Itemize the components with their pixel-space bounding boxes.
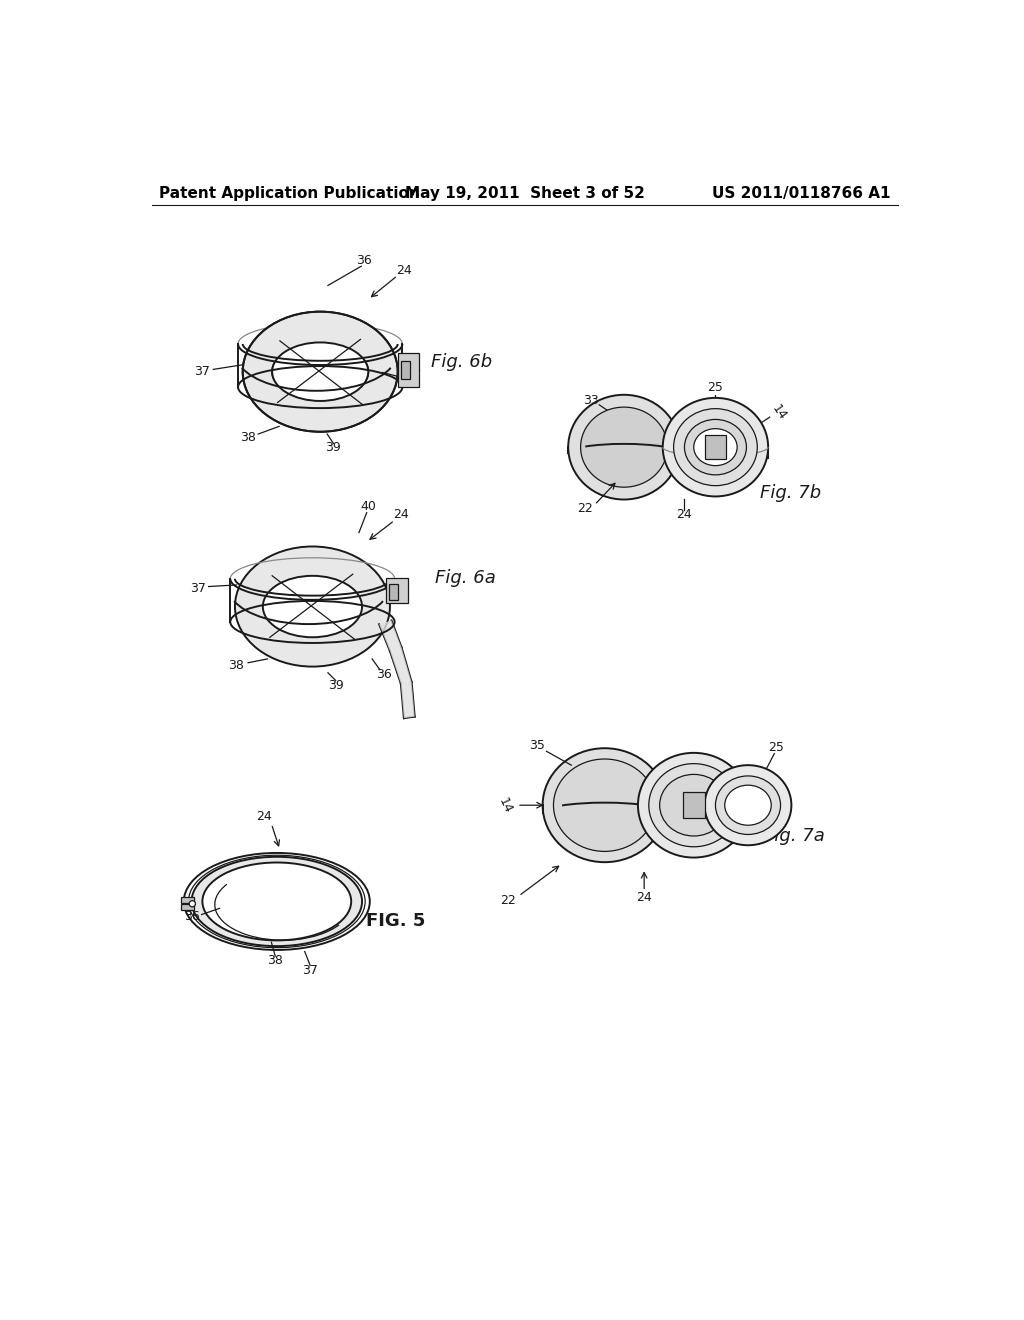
- Ellipse shape: [659, 775, 728, 836]
- Text: 36: 36: [183, 911, 200, 924]
- Ellipse shape: [663, 397, 768, 496]
- Text: 24: 24: [393, 508, 409, 520]
- Ellipse shape: [543, 748, 667, 862]
- Text: 36: 36: [376, 668, 391, 681]
- Text: 39: 39: [326, 441, 341, 454]
- Ellipse shape: [693, 429, 737, 466]
- Ellipse shape: [234, 546, 390, 667]
- Text: 35: 35: [529, 739, 545, 752]
- Polygon shape: [379, 620, 415, 718]
- Ellipse shape: [674, 409, 758, 486]
- Text: Fig. 7a: Fig. 7a: [764, 828, 825, 845]
- Text: 14: 14: [769, 403, 788, 422]
- Bar: [389, 585, 398, 599]
- Bar: [706, 434, 726, 459]
- Ellipse shape: [568, 395, 680, 499]
- Text: 33: 33: [584, 393, 599, 407]
- Text: FIG. 5: FIG. 5: [366, 912, 425, 929]
- Text: 22: 22: [578, 502, 593, 515]
- Text: 14: 14: [497, 796, 515, 814]
- Bar: [397, 354, 420, 387]
- Ellipse shape: [272, 345, 369, 400]
- Ellipse shape: [191, 857, 362, 946]
- Text: 38: 38: [228, 659, 245, 672]
- Text: 22: 22: [500, 894, 516, 907]
- Ellipse shape: [638, 752, 750, 858]
- Ellipse shape: [705, 766, 792, 845]
- Ellipse shape: [272, 342, 369, 401]
- Text: 37: 37: [302, 964, 318, 977]
- Ellipse shape: [684, 420, 746, 475]
- Text: Fig. 7b: Fig. 7b: [760, 484, 821, 503]
- Text: May 19, 2011  Sheet 3 of 52: May 19, 2011 Sheet 3 of 52: [404, 186, 645, 201]
- Ellipse shape: [649, 763, 738, 847]
- Text: 24: 24: [256, 810, 271, 824]
- Bar: [181, 896, 194, 903]
- Text: Fig. 6a: Fig. 6a: [435, 569, 496, 587]
- Ellipse shape: [716, 776, 780, 834]
- Text: 24: 24: [677, 508, 692, 520]
- Ellipse shape: [581, 407, 668, 487]
- Ellipse shape: [554, 759, 655, 851]
- Text: 38: 38: [267, 954, 284, 968]
- Bar: [181, 904, 194, 909]
- Circle shape: [189, 900, 196, 907]
- Bar: [683, 792, 705, 818]
- Text: 36: 36: [355, 253, 372, 267]
- Ellipse shape: [243, 312, 397, 432]
- Text: Patent Application Publication: Patent Application Publication: [159, 186, 420, 201]
- Text: 38: 38: [241, 430, 256, 444]
- Text: Fig. 6b: Fig. 6b: [431, 354, 492, 371]
- Bar: [400, 360, 410, 379]
- Text: 24: 24: [396, 264, 412, 277]
- Text: 40: 40: [360, 500, 376, 513]
- Text: 25: 25: [708, 381, 723, 395]
- Ellipse shape: [725, 785, 771, 825]
- Ellipse shape: [203, 862, 351, 940]
- Text: 37: 37: [194, 366, 210, 379]
- Text: 39: 39: [328, 680, 344, 693]
- Text: US 2011/0118766 A1: US 2011/0118766 A1: [712, 186, 891, 201]
- Text: 37: 37: [189, 582, 206, 594]
- Text: 24: 24: [636, 891, 652, 904]
- Bar: [386, 578, 408, 603]
- Text: 25: 25: [768, 741, 783, 754]
- Ellipse shape: [263, 576, 362, 638]
- Text: 40: 40: [400, 371, 417, 384]
